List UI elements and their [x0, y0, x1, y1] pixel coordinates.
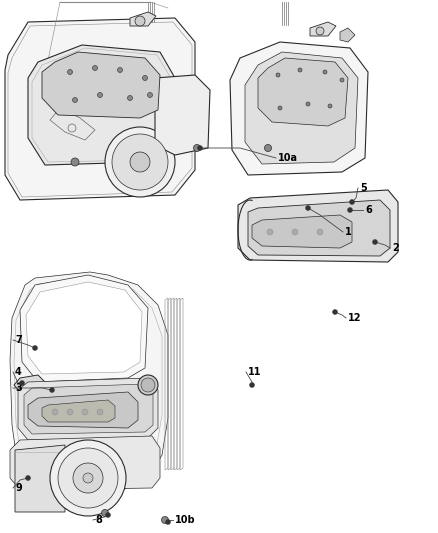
Circle shape [372, 239, 378, 245]
Text: 10a: 10a [278, 153, 298, 163]
Circle shape [67, 409, 73, 415]
Circle shape [138, 375, 158, 395]
Polygon shape [14, 375, 45, 392]
Circle shape [317, 229, 323, 235]
Circle shape [198, 146, 202, 150]
Circle shape [316, 27, 324, 35]
Polygon shape [230, 42, 368, 175]
Circle shape [142, 76, 148, 80]
Circle shape [82, 409, 88, 415]
Circle shape [127, 95, 133, 101]
Circle shape [32, 345, 38, 351]
Circle shape [83, 473, 93, 483]
Circle shape [58, 448, 118, 508]
Circle shape [97, 409, 103, 415]
Circle shape [130, 152, 150, 172]
Text: 3: 3 [15, 383, 22, 393]
Circle shape [135, 16, 145, 26]
Circle shape [292, 229, 298, 235]
Polygon shape [130, 12, 156, 26]
Circle shape [350, 199, 354, 205]
Circle shape [71, 158, 79, 166]
Circle shape [20, 381, 25, 385]
Polygon shape [28, 392, 138, 428]
Text: 10b: 10b [175, 515, 196, 525]
Circle shape [49, 387, 54, 392]
Circle shape [166, 520, 170, 524]
Text: 8: 8 [95, 515, 102, 525]
Circle shape [332, 310, 338, 314]
Polygon shape [24, 384, 153, 434]
Circle shape [50, 440, 126, 516]
Text: 12: 12 [348, 313, 361, 323]
Circle shape [117, 68, 123, 72]
Circle shape [141, 378, 155, 392]
Circle shape [267, 229, 273, 235]
Circle shape [73, 98, 78, 102]
Circle shape [323, 70, 327, 74]
Circle shape [265, 144, 272, 151]
Circle shape [250, 383, 254, 387]
Circle shape [162, 516, 169, 523]
Text: 9: 9 [15, 483, 22, 493]
Circle shape [278, 106, 282, 110]
Circle shape [306, 102, 310, 106]
Circle shape [98, 93, 102, 98]
Polygon shape [340, 28, 355, 42]
Circle shape [25, 475, 31, 481]
Polygon shape [18, 378, 158, 440]
Circle shape [67, 69, 73, 75]
Circle shape [73, 463, 103, 493]
Polygon shape [10, 436, 160, 490]
Circle shape [276, 73, 280, 77]
Polygon shape [42, 52, 160, 118]
Polygon shape [42, 400, 115, 422]
Polygon shape [28, 45, 175, 165]
Text: 1: 1 [345, 227, 352, 237]
Circle shape [148, 93, 152, 98]
Polygon shape [10, 272, 168, 495]
Polygon shape [5, 18, 195, 200]
Circle shape [194, 144, 201, 151]
Circle shape [102, 510, 109, 516]
Circle shape [305, 206, 311, 211]
Polygon shape [310, 22, 336, 36]
Circle shape [340, 78, 344, 82]
Circle shape [92, 66, 98, 70]
Text: 6: 6 [365, 205, 372, 215]
Text: 5: 5 [360, 183, 367, 193]
Text: 2: 2 [392, 243, 399, 253]
Polygon shape [20, 275, 148, 382]
Circle shape [52, 409, 58, 415]
Circle shape [347, 207, 353, 213]
Polygon shape [258, 58, 348, 126]
Text: 4: 4 [15, 367, 22, 377]
Circle shape [105, 127, 175, 197]
Text: 11: 11 [248, 367, 261, 377]
Circle shape [298, 68, 302, 72]
Circle shape [112, 134, 168, 190]
Polygon shape [252, 215, 352, 248]
Polygon shape [155, 75, 210, 155]
Polygon shape [248, 200, 390, 256]
Polygon shape [15, 445, 65, 512]
Polygon shape [238, 190, 398, 262]
Circle shape [328, 104, 332, 108]
Polygon shape [245, 52, 358, 164]
Text: 7: 7 [15, 335, 22, 345]
Circle shape [106, 513, 110, 518]
Polygon shape [26, 282, 142, 374]
